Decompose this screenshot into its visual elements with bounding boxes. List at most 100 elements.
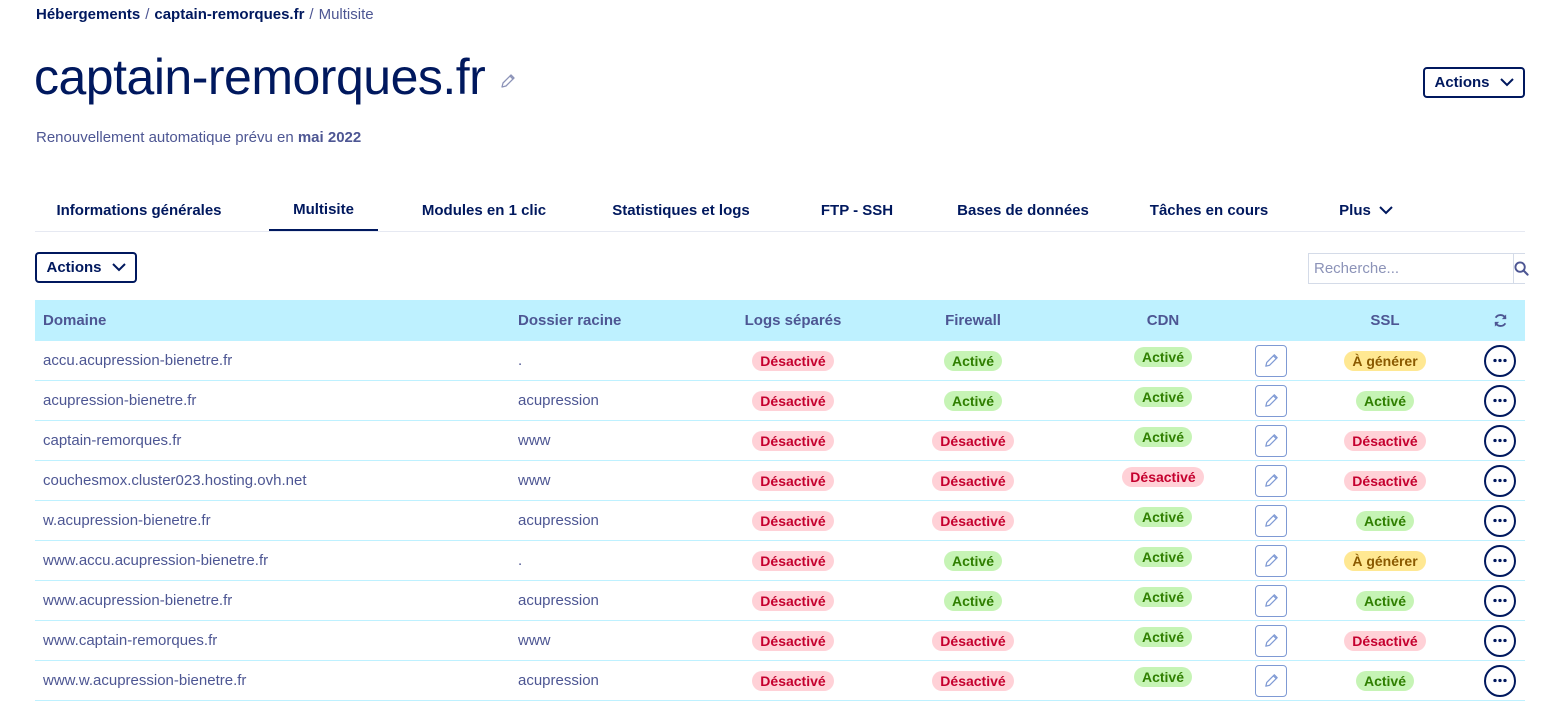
column-header-ssl[interactable]: SSL	[1370, 312, 1400, 329]
domain-cell: captain-remorques.fr	[43, 432, 182, 449]
tab-0[interactable]: Informations générales	[35, 190, 243, 231]
row-menu-cell	[1483, 461, 1517, 500]
edit-cdn-button[interactable]	[1255, 624, 1287, 657]
root-folder-cell: .	[518, 552, 523, 569]
row-actions-button[interactable]	[1484, 664, 1516, 697]
breadcrumb-link-domain[interactable]: captain-remorques.fr	[154, 6, 305, 23]
firewall-cell: Désactivé	[913, 461, 1033, 500]
firewall-cell: Activé	[913, 381, 1033, 420]
column-header-logs[interactable]: Logs séparés	[744, 312, 842, 329]
logs-cell: Désactivé	[733, 381, 853, 420]
row-actions-button[interactable]	[1484, 624, 1516, 657]
tab-7[interactable]: Plus	[1311, 190, 1421, 231]
domain-cell: accu.acupression-bienetre.fr	[43, 352, 233, 369]
status-badge: Désactivé	[752, 350, 834, 371]
search-button[interactable]	[1513, 254, 1529, 283]
search-input[interactable]	[1309, 254, 1513, 283]
tab-4[interactable]: FTP - SSH	[802, 190, 912, 231]
column-header-domain[interactable]: Domaine	[43, 312, 107, 329]
row-menu-cell	[1483, 541, 1517, 580]
tab-3[interactable]: Statistiques et logs	[596, 190, 766, 231]
tab-6[interactable]: Tâches en cours	[1134, 190, 1284, 231]
row-menu-cell	[1483, 581, 1517, 620]
tab-5[interactable]: Bases de données	[944, 190, 1102, 231]
status-badge: Activé	[1133, 507, 1193, 527]
table-row: www.captain-remorques.fr www Désactivé Désa…	[35, 621, 1525, 661]
cdn-edit-cell	[1254, 461, 1288, 500]
column-header-cdn[interactable]: CDN	[1146, 312, 1180, 329]
row-menu-cell	[1483, 381, 1517, 420]
table-row: www.accu.acupression-bienetre.fr. Désacti…	[35, 541, 1525, 581]
more-icon	[1492, 478, 1508, 483]
tab-1[interactable]: Multisite	[269, 190, 378, 231]
root-folder-cell: acupression	[518, 512, 599, 529]
logs-cell: Désactivé	[733, 621, 853, 660]
firewall-cell: Désactivé	[913, 421, 1033, 460]
table-row: couchesmox.cluster023.hosting.ovh.net www…	[35, 461, 1525, 501]
tab-2[interactable]: Modules en 1 clic	[405, 190, 563, 231]
table-row: accu.acupression-bienetre.fr. Désactivé Ac…	[35, 341, 1525, 381]
chevron-down-icon	[111, 259, 126, 276]
status-badge: Activé	[1133, 427, 1193, 447]
edit-cdn-button[interactable]	[1255, 584, 1287, 617]
status-badge: Activé	[943, 350, 1003, 371]
root-folder-cell: www	[518, 432, 551, 449]
logs-cell: Désactivé	[733, 461, 853, 500]
status-badge: Désactivé	[752, 390, 834, 411]
status-badge: Activé	[1355, 390, 1415, 411]
row-actions-button[interactable]	[1484, 424, 1516, 457]
status-badge: Désactivé	[1122, 467, 1204, 487]
header-actions-button[interactable]: Actions	[1423, 67, 1525, 98]
pencil-icon[interactable]	[499, 72, 517, 90]
row-menu-cell	[1483, 501, 1517, 540]
table-row: www.acupression-bienetre.fr acupression Dé…	[35, 581, 1525, 621]
status-badge: Désactivé	[752, 630, 834, 651]
ssl-cell: Désactivé	[1325, 621, 1445, 660]
cdn-edit-cell	[1254, 661, 1288, 700]
chevron-down-icon	[1379, 202, 1393, 219]
row-actions-button[interactable]	[1484, 544, 1516, 577]
breadcrumb-current: Multisite	[318, 6, 374, 23]
table-row: captain-remorques.fr www Désactivé Désactiv…	[35, 421, 1525, 461]
row-actions-button[interactable]	[1484, 344, 1516, 377]
tab-bar: Informations générales Multisite Modules e…	[35, 190, 1525, 232]
cdn-edit-cell	[1254, 381, 1288, 420]
domain-cell: www.w.acupression-bienetre.fr	[43, 672, 247, 689]
cdn-edit-cell	[1254, 621, 1288, 660]
status-badge: Activé	[1133, 627, 1193, 647]
tab-label: Modules en 1 clic	[421, 202, 547, 219]
status-badge: Activé	[943, 390, 1003, 411]
more-icon	[1492, 438, 1508, 443]
status-badge: Désactivé	[752, 670, 834, 691]
domain-cell: couchesmox.cluster023.hosting.ovh.net	[43, 472, 307, 489]
row-actions-button[interactable]	[1484, 464, 1516, 497]
row-actions-button[interactable]	[1484, 384, 1516, 417]
status-badge: Activé	[1133, 387, 1193, 407]
edit-cdn-button[interactable]	[1255, 664, 1287, 697]
column-header-firewall[interactable]: Firewall	[945, 312, 1001, 329]
refresh-button[interactable]	[1483, 300, 1517, 341]
row-actions-button[interactable]	[1484, 504, 1516, 537]
edit-cdn-button[interactable]	[1255, 344, 1287, 377]
tab-label: Informations générales	[56, 202, 222, 219]
pencil-icon	[1263, 392, 1280, 409]
search-box	[1308, 253, 1529, 284]
table-actions-button[interactable]: Actions	[35, 252, 137, 283]
edit-cdn-button[interactable]	[1255, 544, 1287, 577]
status-badge: À générer	[1344, 550, 1426, 571]
row-actions-button[interactable]	[1484, 584, 1516, 617]
edit-cdn-button[interactable]	[1255, 464, 1287, 497]
cdn-cell: Activé	[1103, 621, 1223, 660]
logs-cell: Désactivé	[733, 661, 853, 700]
edit-cdn-button[interactable]	[1255, 424, 1287, 457]
cdn-edit-cell	[1254, 541, 1288, 580]
edit-cdn-button[interactable]	[1255, 384, 1287, 417]
column-header-root[interactable]: Dossier racine	[518, 312, 622, 329]
refresh-icon	[1493, 314, 1507, 327]
pencil-icon	[1263, 552, 1280, 569]
domain-cell: www.accu.acupression-bienetre.fr	[43, 552, 269, 569]
status-badge: Désactivé	[932, 430, 1014, 451]
breadcrumb-link-hosting[interactable]: Hébergements	[36, 6, 141, 23]
cdn-cell: Activé	[1103, 661, 1223, 700]
edit-cdn-button[interactable]	[1255, 504, 1287, 537]
